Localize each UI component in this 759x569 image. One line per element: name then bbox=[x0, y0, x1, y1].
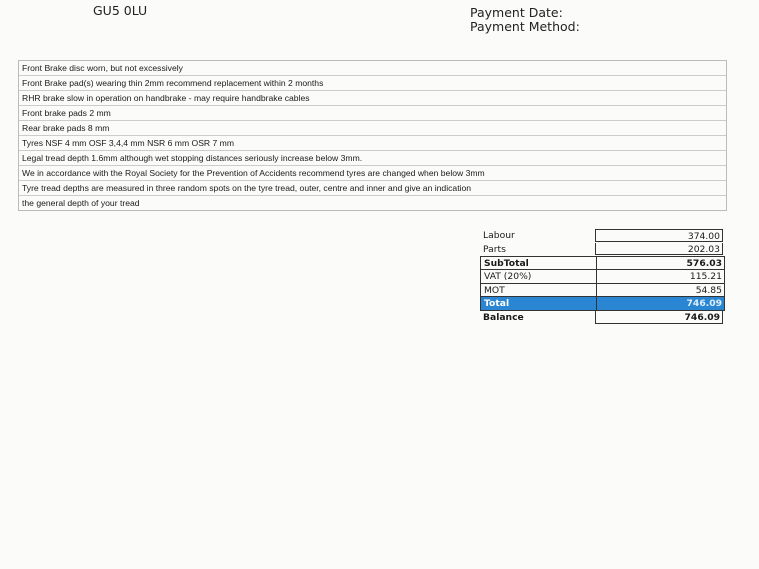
advisory-notes: Front Brake disc worn, but not excessive… bbox=[18, 60, 727, 211]
totals-row-total: Total 746.09 bbox=[480, 297, 725, 312]
total-label: Total bbox=[484, 298, 510, 310]
note-line: Tyres NSF 4 mm OSF 3,4,4 mm NSR 6 mm OSR… bbox=[19, 136, 726, 151]
vat-value: 115.21 bbox=[596, 270, 724, 283]
total-value: 746.09 bbox=[596, 297, 724, 311]
subtotal-label: SubTotal bbox=[484, 258, 529, 270]
note-line: Front Brake pad(s) wearing thin 2mm reco… bbox=[19, 76, 726, 91]
parts-label: Parts bbox=[483, 243, 506, 255]
note-line: We in accordance with the Royal Society … bbox=[19, 166, 726, 181]
mot-label: MOT bbox=[484, 284, 505, 296]
note-line: Front Brake disc worn, but not excessive… bbox=[19, 61, 726, 76]
parts-value: 202.03 bbox=[595, 242, 723, 256]
note-line: Legal tread depth 1.6mm although wet sto… bbox=[19, 151, 726, 166]
totals-row-parts: Parts 202.03 bbox=[480, 242, 725, 257]
labour-value: 374.00 bbox=[595, 229, 723, 242]
subtotal-value: 576.03 bbox=[596, 257, 724, 269]
vat-label: VAT (20%) bbox=[484, 271, 532, 283]
balance-value: 746.09 bbox=[595, 311, 723, 324]
payment-method-label: Payment Method: bbox=[470, 19, 580, 34]
totals-table: Labour 374.00 Parts 202.03 SubTotal 576.… bbox=[480, 229, 725, 325]
mot-value: 54.85 bbox=[596, 283, 724, 297]
totals-row-balance: Balance 746.09 bbox=[480, 311, 725, 325]
labour-label: Labour bbox=[483, 230, 515, 241]
totals-row-mot: MOT 54.85 bbox=[480, 283, 725, 298]
note-line: the general depth of your tread bbox=[22, 198, 140, 208]
balance-label: Balance bbox=[483, 312, 524, 324]
note-line: RHR brake slow in operation on handbrake… bbox=[19, 91, 726, 106]
customer-postcode: GU5 0LU bbox=[93, 3, 148, 18]
note-line: Rear brake pads 8 mm bbox=[19, 121, 726, 136]
note-line: Tyre tread depths are measured in three … bbox=[19, 181, 726, 196]
totals-row-labour: Labour 374.00 bbox=[480, 229, 725, 243]
totals-row-vat: VAT (20%) 115.21 bbox=[480, 270, 725, 284]
note-line: Front brake pads 2 mm bbox=[19, 106, 726, 121]
payment-date-label: Payment Date: bbox=[470, 5, 563, 20]
totals-row-subtotal: SubTotal 576.03 bbox=[480, 256, 725, 271]
